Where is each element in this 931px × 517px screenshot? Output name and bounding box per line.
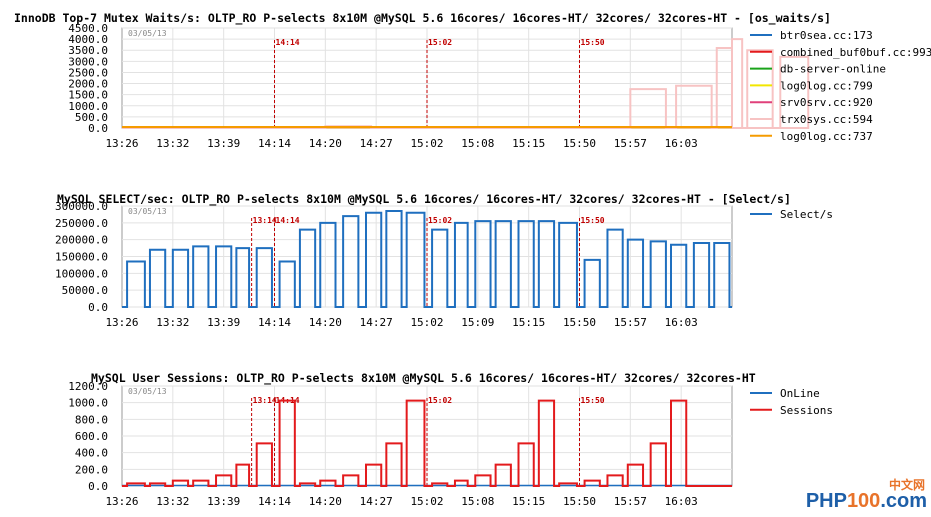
chart-0-legend-label: trx0sys.cc:594 <box>780 113 873 126</box>
chart-0-ytick-label: 1500.0 <box>68 89 108 102</box>
chart-2-series-sessions <box>122 399 732 487</box>
chart-1-ytick-label: 300000.0 <box>55 200 108 213</box>
chart-1-marker-label: 13:14 <box>253 216 277 225</box>
chart-1-xtick-label: 15:02 <box>410 316 443 329</box>
chart-0-xtick-label: 13:32 <box>156 137 189 150</box>
chart-2-xtick-label: 13:32 <box>156 495 189 508</box>
chart-1-ytick-label: 200000.0 <box>55 234 108 247</box>
chart-1-xtick-label: 15:57 <box>614 316 647 329</box>
chart-1-marker-label: 15:50 <box>581 216 605 225</box>
chart-0-legend-label: combined_buf0buf.cc:993 <box>780 46 931 59</box>
chart-0-xtick-label: 16:03 <box>665 137 698 150</box>
chart-1-xtick-label: 13:39 <box>207 316 240 329</box>
chart-0-legend-label: srv0srv.cc:920 <box>780 96 873 109</box>
chart-2-ytick-label: 1000.0 <box>68 397 108 410</box>
chart-0-ytick-label: 2500.0 <box>68 66 108 79</box>
chart-1-ytick-label: 100000.0 <box>55 267 108 280</box>
chart-0-marker-label: 15:50 <box>581 38 605 47</box>
chart-1-legend-label: Select/s <box>780 208 833 221</box>
chart-1-series-select-s <box>122 210 732 308</box>
chart-0-xtick-label: 15:57 <box>614 137 647 150</box>
chart-0-title: InnoDB Top-7 Mutex Waits/s: OLTP_RO P-se… <box>14 11 831 26</box>
chart-0-xtick-label: 15:08 <box>461 137 494 150</box>
chart-0-xtick-label: 15:02 <box>410 137 443 150</box>
chart-1-xtick-label: 13:26 <box>105 316 138 329</box>
chart-2-xtick-label: 14:20 <box>309 495 342 508</box>
chart-0-xtick-label: 14:27 <box>360 137 393 150</box>
chart-0-marker-label: 15:02 <box>428 38 452 47</box>
chart-2-ytick-label: 600.0 <box>75 430 108 443</box>
chart-1-xtick-label: 14:14 <box>258 316 291 329</box>
chart-2-xtick-label: 14:27 <box>360 495 393 508</box>
watermark-cn: 中文网 <box>888 478 925 492</box>
chart-2-legend-label: OnLine <box>780 387 820 400</box>
chart-2-marker-label: 15:50 <box>581 396 605 405</box>
chart-2-title: MySQL User Sessions: OLTP_RO P-selects 8… <box>91 371 756 386</box>
chart-0-xtick-label: 14:14 <box>258 137 291 150</box>
chart-1-ytick-label: 250000.0 <box>55 217 108 230</box>
chart-0-legend-label: log0log.cc:737 <box>780 130 873 143</box>
chart-1-xtick-label: 15:50 <box>563 316 596 329</box>
chart-2-ytick-label: 800.0 <box>75 413 108 426</box>
chart-2-marker-label: 15:02 <box>428 396 452 405</box>
chart-2-xtick-label: 15:08 <box>461 495 494 508</box>
chart-1-xtick-label: 14:27 <box>360 316 393 329</box>
chart-0-xtick-label: 15:50 <box>563 137 596 150</box>
chart-0-date-label: 03/05/13 <box>128 29 167 38</box>
chart-2-xtick-label: 14:14 <box>258 495 291 508</box>
chart-0-xtick-label: 13:39 <box>207 137 240 150</box>
chart-1-ytick-label: 50000.0 <box>62 284 108 297</box>
chart-2-xtick-label: 15:15 <box>512 495 545 508</box>
chart-1-title: MySQL SELECT/sec: OLTP_RO P-selects 8x10… <box>57 192 791 207</box>
chart-1-date-label: 03/05/13 <box>128 207 167 216</box>
chart-0-ytick-label: 1000.0 <box>68 100 108 113</box>
chart-0-ytick-label: 500.0 <box>75 111 108 124</box>
php100-watermark: 中文网 PHP100.com <box>805 478 927 513</box>
chart-0-ytick-label: 3500.0 <box>68 44 108 57</box>
chart-1-marker-label: 15:02 <box>428 216 452 225</box>
chart-0-ytick-label: 2000.0 <box>68 78 108 91</box>
chart-2-xtick-label: 15:02 <box>410 495 443 508</box>
chart-2-ytick-label: 200.0 <box>75 463 108 476</box>
chart-0-ytick-label: 0.0 <box>88 122 108 135</box>
chart-2-xtick-label: 15:57 <box>614 495 647 508</box>
chart-0-legend-label: btr0sea.cc:173 <box>780 29 873 42</box>
watermark-com: .com <box>880 490 927 512</box>
chart-2-xtick-label: 16:03 <box>665 495 698 508</box>
chart-2-ytick-label: 400.0 <box>75 447 108 460</box>
chart-0-legend-label: log0log.cc:799 <box>780 79 873 92</box>
chart-2-xtick-label: 13:39 <box>207 495 240 508</box>
chart-0-ytick-label: 3000.0 <box>68 55 108 68</box>
watermark-100: 100 <box>846 490 881 512</box>
chart-0-marker-label: 14:14 <box>276 38 300 47</box>
chart-0-xtick-label: 13:26 <box>105 137 138 150</box>
chart-0-xtick-label: 15:15 <box>512 137 545 150</box>
chart-1-ytick-label: 150000.0 <box>55 251 108 264</box>
watermark-php: PHP <box>805 490 847 512</box>
chart-2-xtick-label: 13:26 <box>105 495 138 508</box>
chart-1-ytick-label: 0.0 <box>88 301 108 314</box>
chart-1-xtick-label: 13:32 <box>156 316 189 329</box>
chart-0-legend-label: db-server-online <box>780 63 886 76</box>
chart-2-ytick-label: 0.0 <box>88 480 108 493</box>
chart-2-ytick-label: 1200.0 <box>68 380 108 393</box>
chart-0-ytick-label: 4500.0 <box>68 22 108 35</box>
chart-2-date-label: 03/05/13 <box>128 387 167 396</box>
chart-0-ytick-label: 4000.0 <box>68 33 108 46</box>
chart-1-xtick-label: 16:03 <box>665 316 698 329</box>
chart-0-xtick-label: 14:20 <box>309 137 342 150</box>
chart-2-marker-label: 13:14 <box>253 396 277 405</box>
chart-1-xtick-label: 14:20 <box>309 316 342 329</box>
chart-2-legend-label: Sessions <box>780 404 833 417</box>
chart-1-xtick-label: 15:15 <box>512 316 545 329</box>
chart-1-marker-label: 14:14 <box>276 216 300 225</box>
chart-2-xtick-label: 15:50 <box>563 495 596 508</box>
chart-1-xtick-label: 15:09 <box>461 316 494 329</box>
